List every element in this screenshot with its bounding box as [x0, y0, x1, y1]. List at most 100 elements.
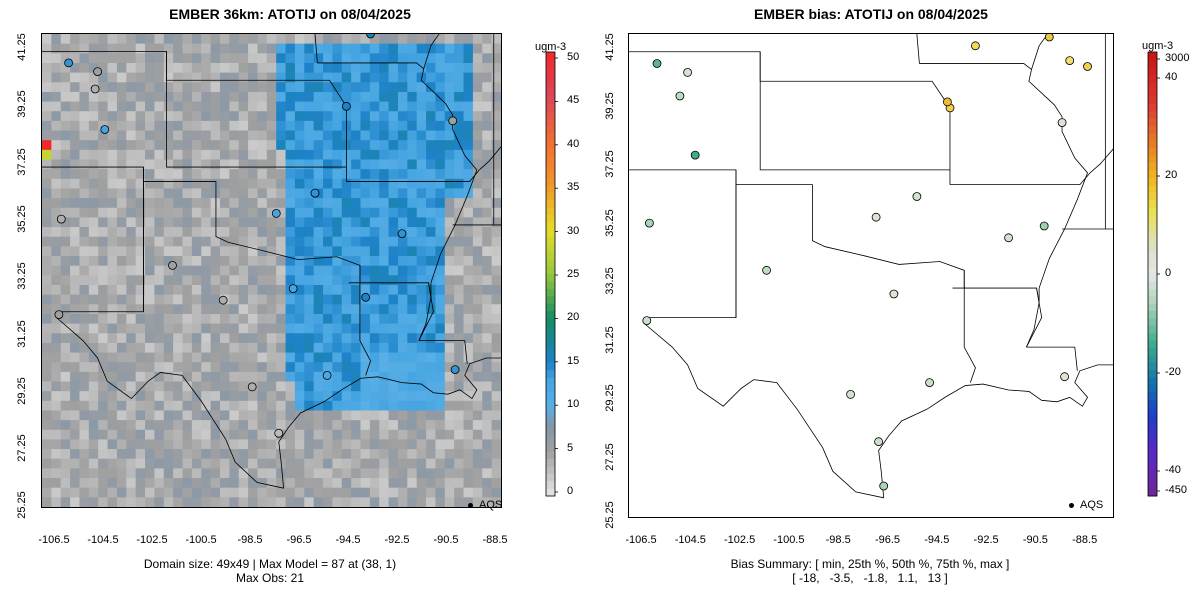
- heatmap-cell: [201, 497, 212, 507]
- heatmap-cell: [435, 169, 446, 180]
- heatmap-cell: [266, 362, 277, 373]
- colorbar-segment: [1148, 459, 1157, 467]
- heatmap-cell: [472, 381, 483, 392]
- heatmap-cell: [397, 120, 408, 132]
- heatmap-cell: [107, 352, 118, 363]
- heatmap-cell: [42, 371, 52, 383]
- heatmap-cell: [313, 284, 324, 296]
- heatmap-cell: [276, 149, 287, 160]
- heatmap-cell: [60, 72, 71, 83]
- heatmap-cell: [238, 265, 249, 276]
- heatmap-cell: [304, 362, 315, 373]
- heatmap-cell: [60, 439, 71, 450]
- heatmap-cell: [379, 62, 390, 74]
- heatmap-cell: [51, 91, 62, 103]
- heatmap-cell: [369, 449, 380, 460]
- heatmap-cell: [472, 323, 483, 334]
- heatmap-cell: [126, 391, 137, 402]
- heatmap-cell: [435, 227, 446, 238]
- heatmap-cell: [313, 246, 324, 257]
- heatmap-cell: [135, 362, 146, 373]
- heatmap-cell: [51, 169, 62, 180]
- heatmap-cell: [304, 429, 315, 440]
- heatmap-cell: [201, 265, 212, 276]
- colorbar-segment: [546, 333, 555, 342]
- heatmap-cell: [238, 458, 249, 469]
- heatmap-cell: [219, 207, 230, 218]
- heatmap-cell: [107, 62, 118, 74]
- heatmap-cell: [135, 207, 146, 218]
- heatmap-cell: [107, 149, 118, 160]
- heatmap-cell: [276, 294, 287, 305]
- heatmap-cell: [435, 140, 446, 151]
- right-y-tick-label: 27.25: [604, 442, 616, 471]
- heatmap-cell: [444, 468, 455, 479]
- heatmap-cell: [444, 487, 455, 498]
- colorbar-segment: [1148, 274, 1157, 282]
- heatmap-cell: [201, 333, 212, 344]
- heatmap-cell: [42, 111, 52, 122]
- heatmap-cell: [135, 217, 146, 228]
- colorbar-segment: [1148, 436, 1157, 445]
- heatmap-cell: [229, 352, 240, 363]
- colorbar-segment: [1148, 481, 1157, 490]
- heatmap-cell: [294, 487, 305, 498]
- heatmap-cell: [135, 342, 146, 354]
- heatmap-cell: [276, 62, 287, 74]
- heatmap-cell: [266, 140, 277, 151]
- heatmap-cell: [454, 256, 465, 267]
- heatmap-cell: [79, 256, 90, 267]
- heatmap-cell: [369, 120, 380, 132]
- heatmap-cell: [163, 256, 174, 267]
- heatmap-cell: [154, 188, 165, 199]
- heatmap-cell: [135, 62, 146, 74]
- heatmap-cell: [98, 468, 109, 479]
- heatmap-cell: [397, 188, 408, 199]
- heatmap-cell: [491, 410, 501, 421]
- colorbar-segment: [1148, 163, 1157, 171]
- heatmap-cell: [388, 304, 399, 315]
- heatmap-cell: [238, 111, 249, 122]
- heatmap-cell: [454, 294, 465, 305]
- heatmap-cell: [88, 275, 99, 286]
- heatmap-cell: [116, 140, 127, 151]
- heatmap-cell: [51, 449, 62, 460]
- heatmap-cell: [88, 323, 99, 334]
- heatmap-cell: [369, 381, 380, 392]
- heatmap-cell: [435, 449, 446, 460]
- heatmap-cell: [154, 53, 165, 64]
- heatmap-cell: [182, 478, 193, 489]
- heatmap-cell: [107, 159, 118, 170]
- heatmap-cell: [107, 333, 118, 344]
- heatmap-cell: [229, 130, 240, 141]
- heatmap-cell: [266, 400, 277, 411]
- heatmap-cell: [154, 265, 165, 276]
- heatmap-cell: [238, 410, 249, 421]
- heatmap-cell: [285, 120, 296, 132]
- heatmap-cell: [182, 246, 193, 257]
- heatmap-cell: [276, 265, 287, 276]
- heatmap-cell: [444, 294, 455, 305]
- heatmap-cell: [472, 468, 483, 479]
- heatmap-cell: [491, 487, 501, 498]
- right-map-panel: EMBER bias: ATOTIJ on 08/04/2025 41.25 39…: [600, 0, 1200, 600]
- heatmap-cell: [88, 294, 99, 305]
- heatmap-cell: [323, 72, 333, 83]
- heatmap-cell: [426, 82, 436, 93]
- heatmap-cell: [229, 43, 240, 54]
- heatmap-cell: [454, 140, 465, 151]
- heatmap-cell: [491, 82, 501, 93]
- heatmap-cell: [126, 294, 137, 305]
- heatmap-cell: [341, 53, 352, 64]
- heatmap-cell: [173, 34, 184, 45]
- heatmap-cell: [369, 352, 380, 363]
- heatmap-cell: [313, 275, 324, 286]
- heatmap-cell: [51, 381, 62, 392]
- heatmap-cell: [173, 323, 184, 334]
- heatmap-cell: [369, 313, 380, 325]
- heatmap-cell: [88, 188, 99, 199]
- heatmap-cell: [454, 178, 465, 189]
- heatmap-cell: [304, 256, 315, 267]
- heatmap-cell: [407, 43, 418, 54]
- heatmap-cell: [304, 101, 315, 112]
